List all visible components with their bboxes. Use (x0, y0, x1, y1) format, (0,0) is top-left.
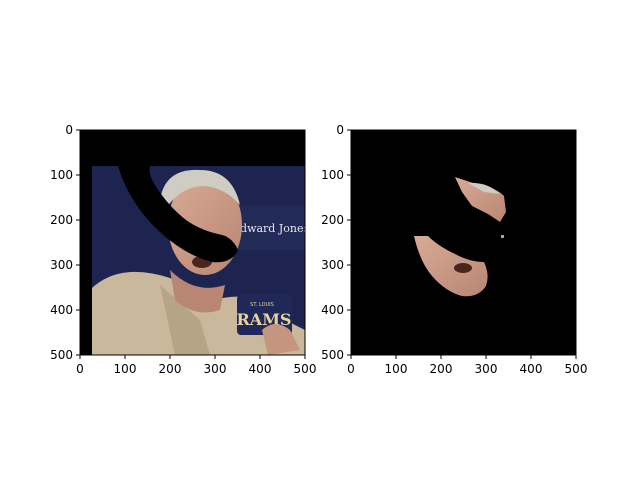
y-tick-label: 200 (321, 213, 344, 227)
y-tick-label: 300 (321, 258, 344, 272)
x-tick-label: 200 (430, 362, 453, 376)
x-tick-label: 500 (294, 362, 317, 376)
y-tick-label: 300 (50, 258, 73, 272)
y-tick-label: 200 (50, 213, 73, 227)
x-tick-label: 300 (475, 362, 498, 376)
logo-text-top: ST. LOUIS (250, 302, 274, 308)
x-tick-label: 0 (347, 362, 355, 376)
skin-speck (501, 235, 504, 238)
y-tick-label: 400 (321, 303, 344, 317)
image-panel-original: Edward Jones ST. LOUIS RAMS 0 100 200 300 40… (50, 123, 316, 376)
mouth-segmented (454, 263, 472, 273)
x-tick-label: 400 (520, 362, 543, 376)
x-tick-label: 400 (249, 362, 272, 376)
x-tick-label: 100 (385, 362, 408, 376)
x-tick-label: 200 (159, 362, 182, 376)
x-tick-label: 100 (114, 362, 137, 376)
y-tick-label: 0 (65, 123, 73, 137)
y-tick-label: 100 (50, 168, 73, 182)
x-tick-label: 300 (204, 362, 227, 376)
photo-original: Edward Jones ST. LOUIS RAMS (80, 130, 309, 355)
left-mask (80, 130, 92, 355)
y-tick-label: 0 (336, 123, 344, 137)
y-tick-label: 400 (50, 303, 73, 317)
y-tick-label: 500 (50, 348, 73, 362)
y-tick-label: 100 (321, 168, 344, 182)
backdrop-text: Edward Jones (232, 222, 309, 235)
background-black (351, 130, 576, 355)
top-mask (80, 130, 305, 166)
x-tick-label: 500 (565, 362, 588, 376)
photo-segmented (351, 130, 576, 355)
y-tick-label: 500 (321, 348, 344, 362)
x-tick-label: 0 (76, 362, 84, 376)
